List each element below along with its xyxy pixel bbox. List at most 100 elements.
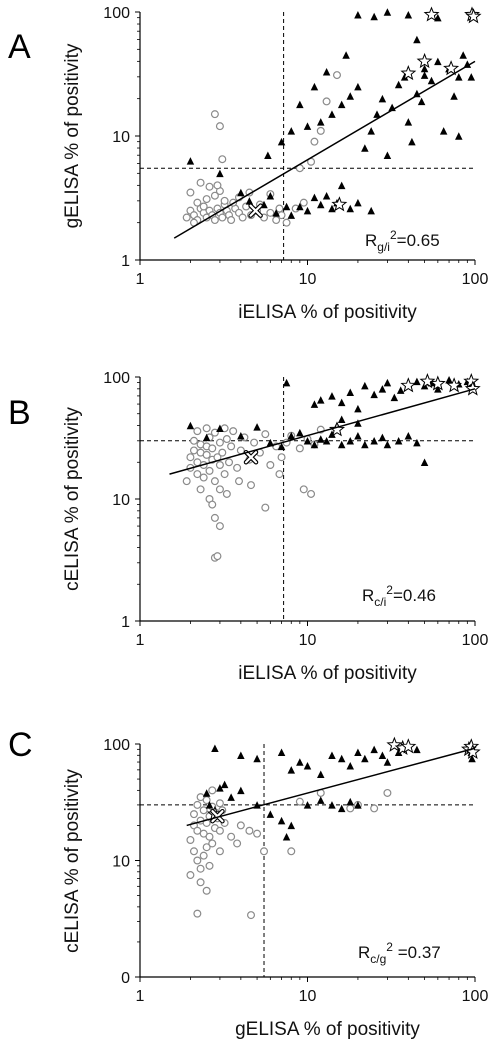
r-superscript: 2 [386, 940, 393, 954]
point-triangle [370, 12, 378, 21]
x-tick-label: 1 [136, 632, 145, 649]
point-circle [205, 832, 214, 841]
point-circle [215, 799, 224, 808]
point-triangle [346, 388, 355, 396]
point-circle [199, 473, 208, 482]
point-circle [218, 155, 227, 164]
point-cross [249, 204, 262, 217]
point-circle [208, 500, 217, 509]
point-triangle [413, 745, 421, 754]
point-circle [370, 804, 379, 813]
point-triangle [328, 204, 336, 213]
point-circle [189, 436, 198, 445]
point-circle [196, 178, 205, 187]
point-circle [210, 477, 219, 486]
point-triangle [296, 100, 304, 109]
point-triangle [266, 438, 275, 447]
point-triangle [216, 784, 224, 792]
panel-letter: C [8, 726, 33, 764]
point-circle [182, 213, 191, 222]
point-triangle [420, 64, 429, 73]
point-triangle [383, 440, 392, 449]
y-tick-label: 1 [121, 614, 130, 631]
point-triangle [408, 137, 416, 146]
point-circle [208, 786, 217, 795]
point-star [443, 60, 460, 76]
point-circle [332, 71, 341, 80]
point-triangle [459, 51, 467, 59]
x-tick-label: 1 [136, 271, 145, 288]
point-triangle [354, 404, 362, 413]
point-triangle [455, 132, 463, 140]
point-circle [210, 191, 219, 200]
point-circle [193, 198, 202, 207]
point-circle [225, 458, 234, 467]
point-circle [205, 182, 214, 191]
point-circle [208, 839, 217, 848]
point-triangle [361, 440, 369, 449]
regression-line [173, 60, 476, 239]
point-circle [210, 110, 219, 119]
regression-line [186, 747, 476, 827]
point-triangle [253, 754, 261, 763]
point-circle [215, 522, 224, 531]
point-triangle [328, 392, 336, 400]
point-circle [186, 871, 195, 880]
point-triangle [277, 442, 286, 451]
point-triangle [287, 211, 296, 219]
point-circle [295, 444, 304, 453]
point-triangle [413, 35, 421, 44]
point-triangle [445, 375, 453, 384]
point-cross [244, 451, 258, 464]
r-subscript: g/i [377, 240, 390, 254]
x-tick-label: 10 [299, 632, 317, 649]
point-star [400, 65, 417, 81]
point-circle [193, 856, 202, 865]
point-circle [193, 470, 202, 479]
point-circle [229, 427, 238, 436]
point-circle [193, 800, 202, 809]
point-triangle [317, 770, 325, 778]
point-circle [247, 481, 256, 490]
point-circle [186, 835, 195, 844]
point-circle [215, 826, 224, 835]
y-tick-label: 0 [121, 970, 130, 987]
point-triangle [287, 127, 296, 135]
point-triangle [202, 789, 211, 797]
point-triangle [439, 127, 448, 135]
point-circle [213, 552, 222, 561]
point-triangle [404, 431, 413, 440]
panel-b: B 11 10 10 100 100 iELISA % of positivity cELIS… [8, 370, 488, 684]
panel-a: A 11 10 10 100 100 iELISA % of positivity gELIS… [8, 5, 488, 323]
point-triangle [354, 198, 362, 207]
regression-line [169, 388, 476, 475]
point-triangle [272, 209, 280, 217]
point-triangle [342, 51, 350, 59]
point-triangle [396, 386, 405, 394]
point-triangle [202, 433, 211, 442]
x-tick-label: 1 [136, 988, 145, 1005]
point-circle [282, 218, 291, 227]
point-triangle [434, 57, 442, 66]
point-triangle [404, 118, 413, 126]
point-triangle [216, 169, 224, 178]
x-tick-label: 100 [462, 988, 489, 1005]
point-triangle [337, 440, 346, 449]
point-triangle [373, 110, 381, 118]
r-value: =0.65 [397, 231, 440, 250]
point-triangle [427, 76, 436, 85]
point-circle [346, 804, 355, 813]
point-triangle [317, 435, 325, 443]
point-triangle [383, 8, 392, 16]
point-triangle [322, 67, 331, 76]
point-triangle [253, 423, 261, 431]
point-circle [199, 851, 208, 860]
point-circle [227, 832, 236, 841]
point-triangle [367, 127, 375, 135]
point-circle [261, 430, 270, 439]
y-axis-label: cELISA % of positivity [62, 769, 83, 953]
point-circle [199, 806, 208, 815]
point-cross [211, 810, 224, 823]
point-triangle [317, 396, 325, 404]
point-triangle [282, 832, 291, 841]
